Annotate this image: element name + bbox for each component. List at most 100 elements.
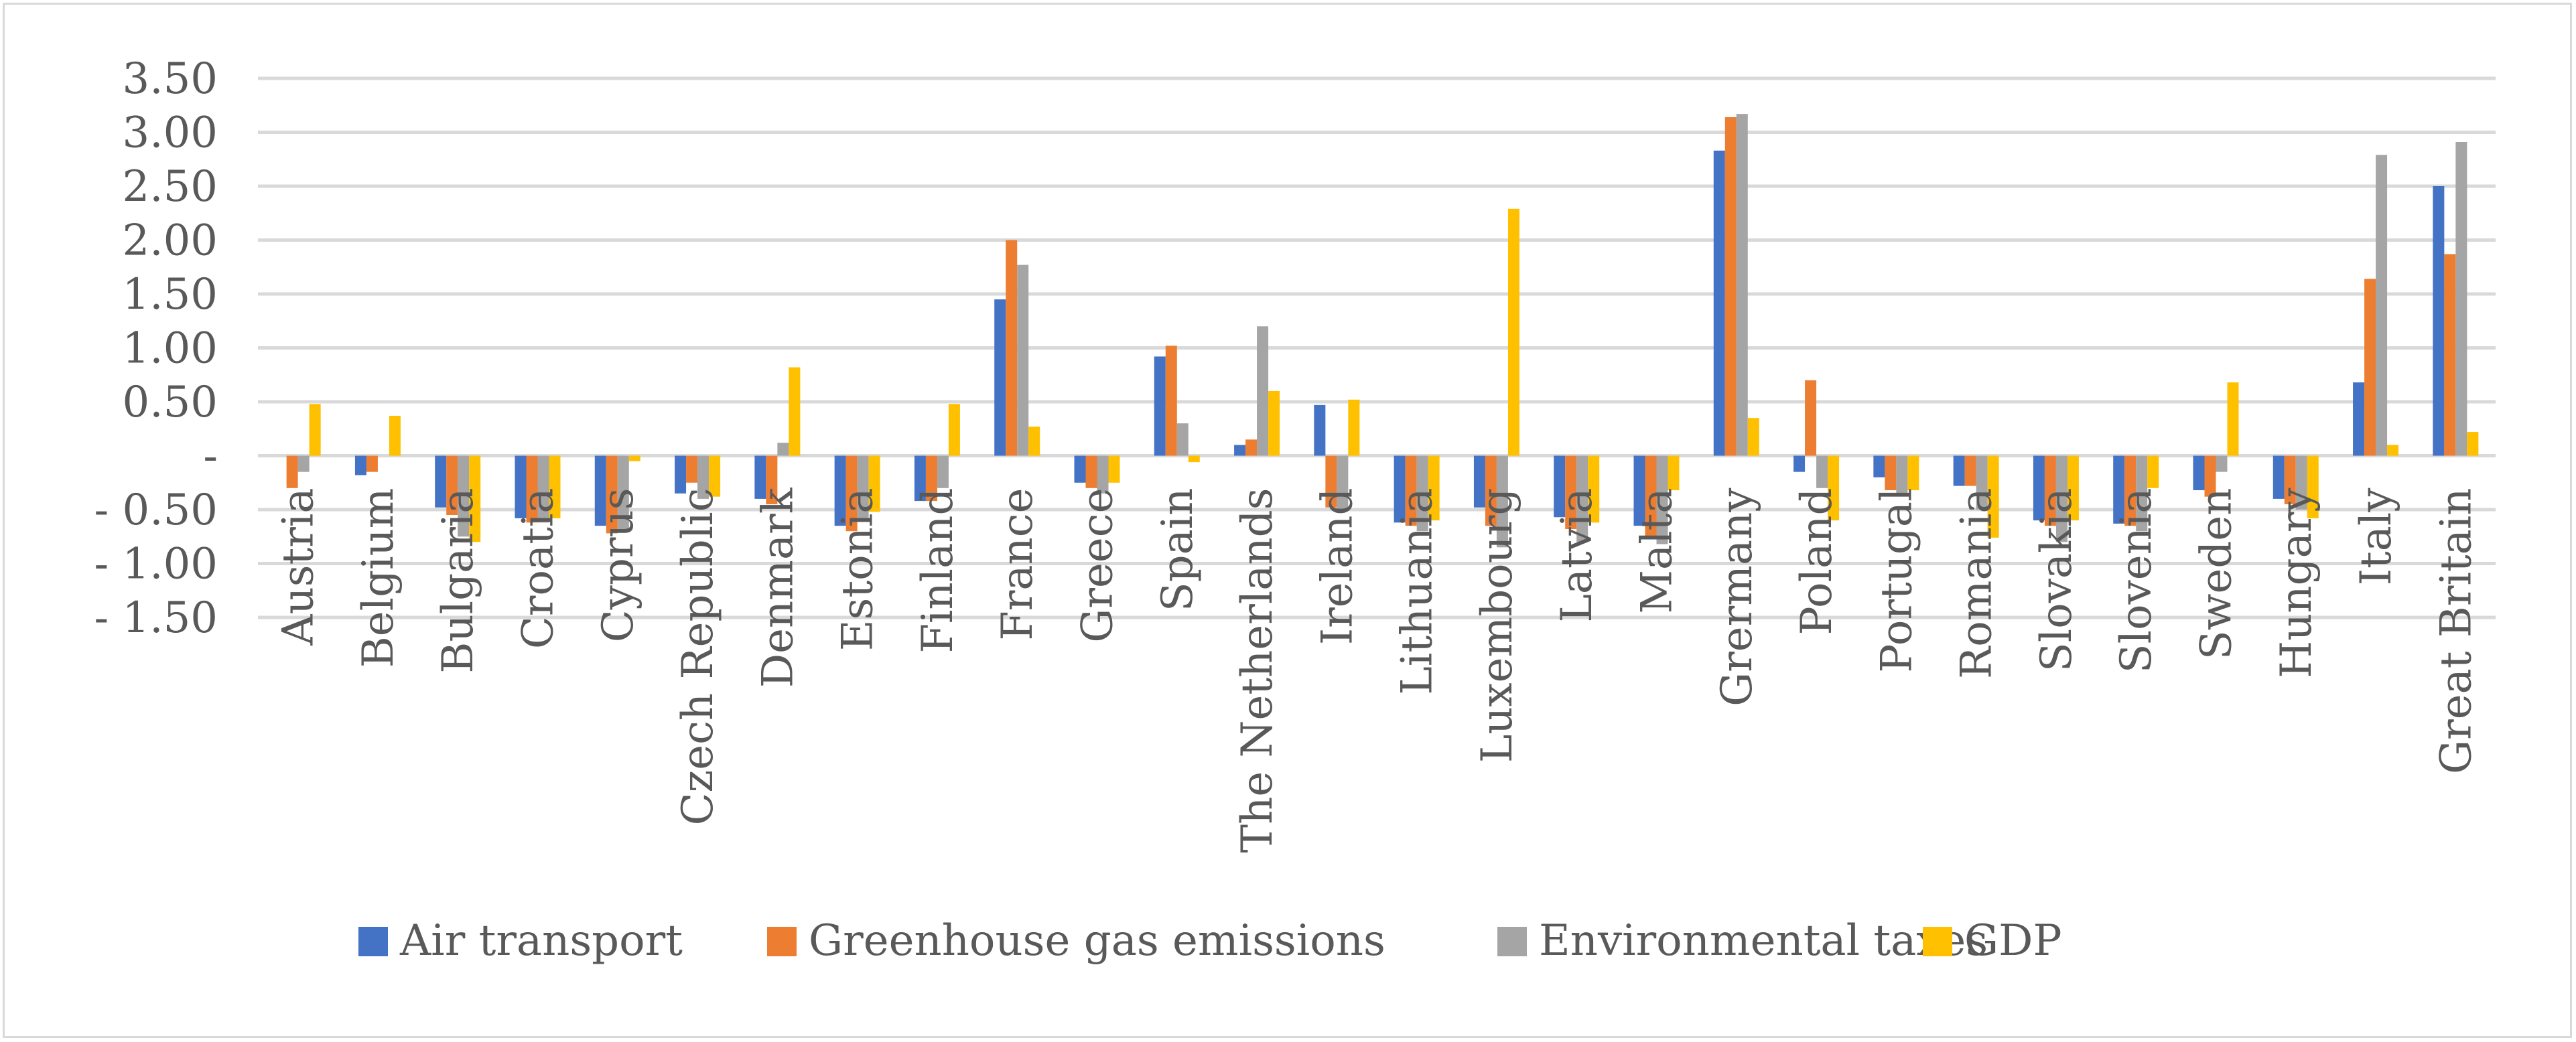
- category-label: Grermany: [1712, 488, 1762, 706]
- bar: [2067, 455, 2079, 521]
- bar: [1085, 455, 1097, 488]
- bar: [1188, 455, 1200, 463]
- category-label: Great Britain: [2431, 488, 2481, 774]
- legend: Air transport Greenhouse gas emissions Env…: [358, 916, 2062, 966]
- bar: [1337, 455, 1349, 510]
- category-label: Portugal: [1872, 488, 1921, 673]
- category-label: Greece: [1073, 488, 1123, 643]
- bar: [1405, 455, 1417, 526]
- bar: [1416, 455, 1428, 532]
- category-label: The Netherlands: [1233, 488, 1282, 853]
- y-tick-label: 2.00: [123, 216, 218, 266]
- bar: [2216, 455, 2228, 472]
- y-tick-label: 1.00: [123, 324, 218, 374]
- bar: [1588, 455, 1600, 523]
- bar: [309, 404, 321, 456]
- bar: [366, 455, 378, 472]
- category-label: Poland: [1792, 488, 1842, 636]
- bar: [754, 455, 766, 499]
- bar: [1953, 455, 1965, 486]
- bar: [1496, 455, 1508, 548]
- bar: [2284, 455, 2296, 504]
- gridlines: [258, 76, 2496, 619]
- y-tick-label: 3.00: [123, 108, 218, 158]
- bar: [925, 455, 937, 502]
- legend-swatch: [767, 927, 797, 956]
- y-tick-label: - 0.50: [94, 486, 218, 535]
- y-tick-label: 1.50: [123, 270, 218, 319]
- category-label: Romania: [1952, 488, 2002, 679]
- category-label: Cyprus: [594, 488, 643, 643]
- y-tick-label: 2.50: [123, 162, 218, 212]
- bar: [2044, 455, 2056, 526]
- bar: [1816, 455, 1828, 488]
- bar: [1713, 150, 1725, 456]
- y-tick-label: - 1.00: [94, 540, 218, 589]
- bar: [1873, 455, 1885, 477]
- bar: [2033, 455, 2045, 521]
- bar: [994, 299, 1006, 456]
- category-label: Denmark: [753, 487, 803, 688]
- bar: [458, 455, 470, 537]
- bar: [617, 455, 629, 529]
- bar: [675, 455, 687, 494]
- category-label: Malta: [1633, 488, 1682, 614]
- category-label: Lithuania: [1393, 488, 1442, 695]
- bar: [2147, 455, 2159, 488]
- bar: [2467, 432, 2479, 456]
- bar: [1907, 455, 1919, 491]
- bar: [789, 367, 801, 456]
- bar: [1074, 455, 1086, 483]
- legend-swatch: [358, 927, 388, 956]
- y-tick-label: - 1.50: [94, 593, 218, 643]
- x-axis-categories: Austria Belgium Bulgaria Croatia Cyprus Czech…: [274, 487, 2482, 852]
- bar: [1176, 423, 1189, 456]
- bar: [1348, 399, 1360, 456]
- bar: [354, 455, 366, 475]
- bar: [2055, 455, 2067, 542]
- bar: [1268, 390, 1280, 456]
- bar: [868, 455, 880, 512]
- category-label: Bulgaria: [433, 488, 483, 674]
- legend-swatch: [1497, 927, 1527, 956]
- category-label: Italy: [2352, 488, 2401, 586]
- bar: [686, 455, 698, 483]
- category-label: Slovakia: [2032, 488, 2082, 672]
- bar: [526, 455, 538, 523]
- bar: [1805, 380, 1817, 456]
- bar: [537, 455, 549, 523]
- bar: [1154, 356, 1166, 456]
- bar: [2124, 455, 2137, 526]
- category-label: Sweden: [2192, 488, 2242, 660]
- bar: [2307, 455, 2319, 518]
- bar: [2433, 186, 2445, 456]
- category-label: Estonia: [833, 488, 883, 652]
- bar: [948, 404, 960, 456]
- bar: [1987, 455, 1999, 538]
- category-label: Belgium: [354, 488, 403, 668]
- bar: [469, 455, 481, 542]
- bar: [1428, 455, 1440, 521]
- bar: [1554, 455, 1566, 518]
- category-label: Hungary: [2272, 488, 2321, 678]
- legend-label: Greenhouse gas emissions: [809, 916, 1385, 966]
- bar: [1793, 455, 1806, 472]
- bar: [297, 455, 310, 472]
- bar: [766, 455, 778, 504]
- bar: [845, 455, 858, 532]
- bar: [606, 455, 618, 534]
- bar: [1108, 455, 1120, 483]
- category-label: Ireland: [1312, 488, 1362, 646]
- bar: [697, 455, 709, 499]
- bar: [1485, 455, 1497, 526]
- category-label: Slovenia: [2112, 488, 2161, 674]
- bar: [777, 443, 789, 456]
- bar: [937, 455, 949, 488]
- bar: [2353, 382, 2365, 456]
- bar: [1165, 346, 1177, 456]
- y-tick-label: 3.50: [123, 54, 218, 104]
- bar: [515, 455, 527, 518]
- bar: [1314, 404, 1326, 456]
- bar: [1576, 455, 1588, 542]
- category-label: Latvia: [1552, 488, 1602, 623]
